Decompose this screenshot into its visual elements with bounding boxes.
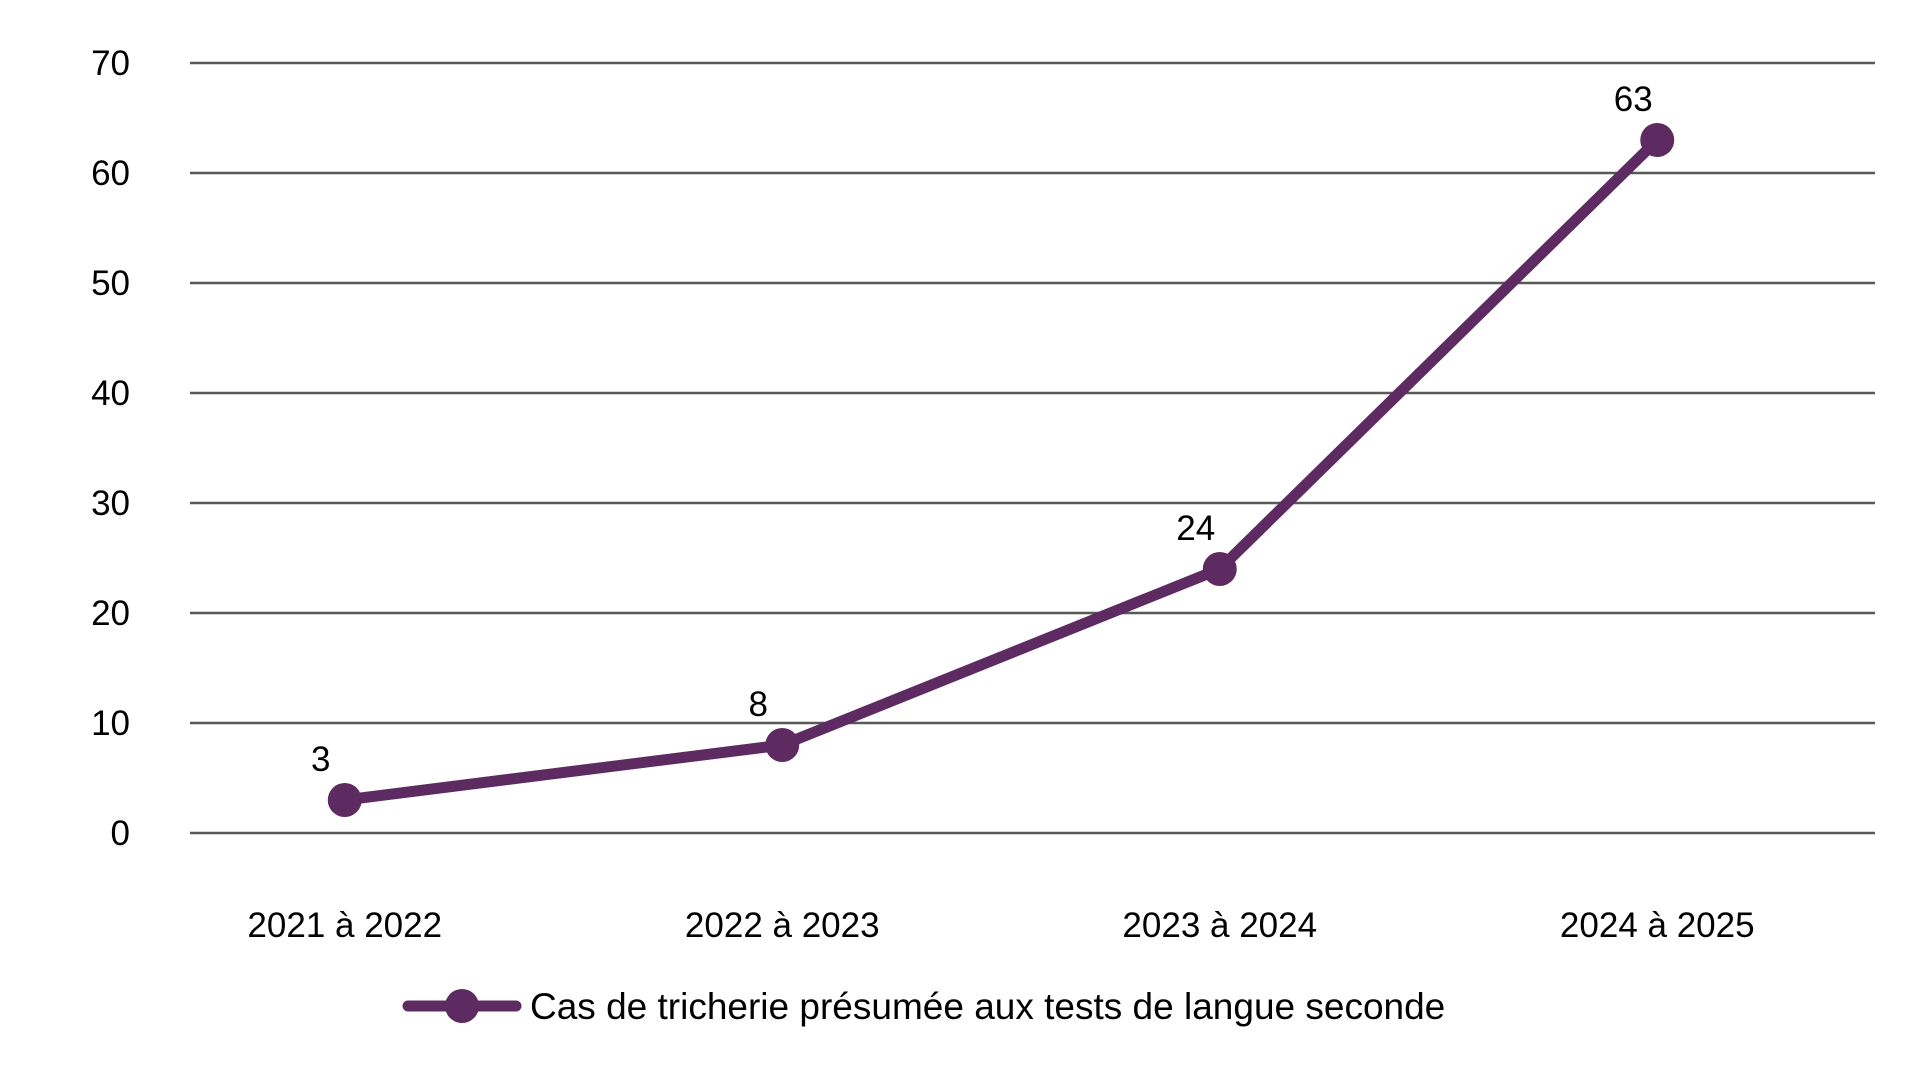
- legend-line-marker-icon: [402, 989, 522, 1023]
- y-axis-tick-label: 30: [91, 484, 130, 523]
- data-point-label: 3: [311, 740, 330, 779]
- data-point-marker: [1202, 552, 1237, 586]
- y-axis-tick-label: 60: [91, 154, 130, 193]
- y-axis-tick-label: 20: [91, 594, 130, 633]
- x-axis-category-label: 2022 à 2023: [685, 906, 880, 945]
- data-point-label: 8: [749, 685, 768, 724]
- chart-legend: Cas de tricherie présumée aux tests de l…: [402, 981, 1445, 1031]
- data-point-label: 63: [1614, 80, 1653, 119]
- x-axis-category-label: 2024 à 2025: [1560, 906, 1755, 945]
- y-axis-tick-label: 50: [91, 264, 130, 303]
- y-axis-tick-label: 10: [91, 704, 130, 743]
- y-axis-tick-label: 40: [91, 374, 130, 413]
- x-axis-category-label: 2023 à 2024: [1122, 906, 1317, 945]
- legend-label: Cas de tricherie présumée aux tests de l…: [530, 985, 1446, 1027]
- data-line: [339, 134, 1663, 806]
- data-point-marker: [1640, 123, 1675, 157]
- y-axis-tick-label: 0: [111, 814, 130, 853]
- data-point-label: 24: [1176, 509, 1215, 548]
- y-axis-tick-label: 70: [91, 44, 130, 83]
- data-point-marker: [765, 728, 800, 762]
- x-axis-category-label: 2021 à 2022: [247, 906, 442, 945]
- data-point-marker: [327, 783, 362, 817]
